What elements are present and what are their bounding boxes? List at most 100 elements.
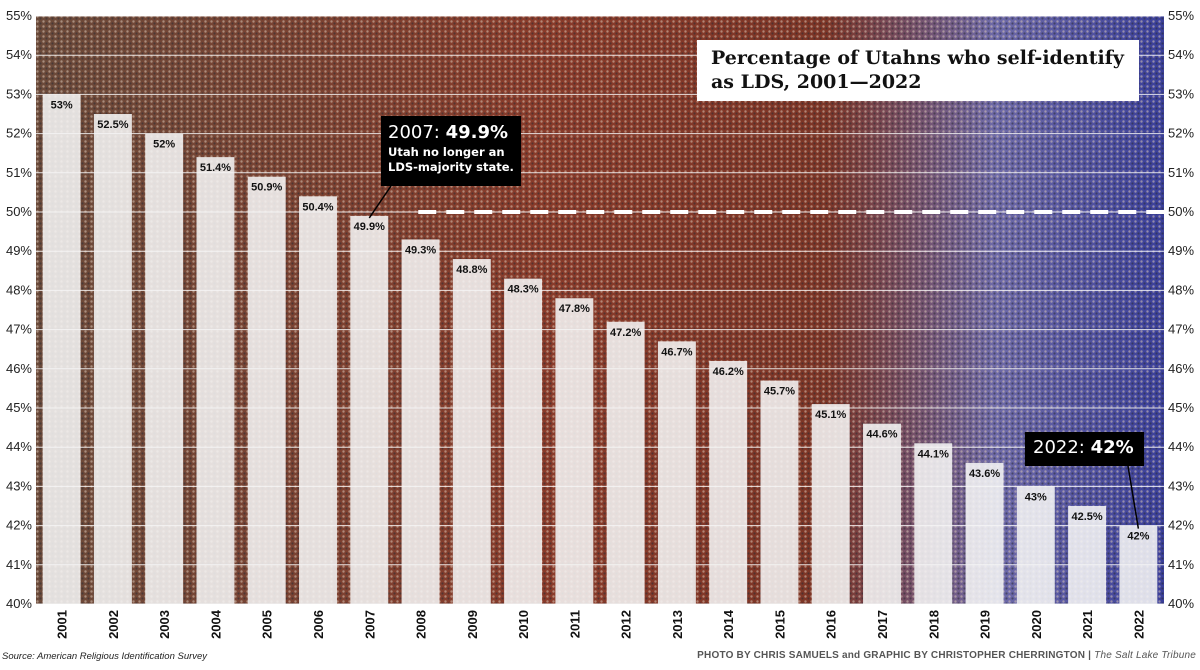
y-tick-label-left: 40% [6, 596, 32, 611]
bar-value-label: 48.3% [507, 284, 538, 296]
x-tick-label: 2016 [824, 610, 839, 639]
y-tick-label-right: 44% [1168, 439, 1194, 454]
x-tick-label: 2008 [414, 610, 429, 639]
bar-value-label: 47.2% [610, 327, 641, 339]
bar [452, 259, 491, 604]
bar [401, 239, 440, 604]
y-tick-label-left: 53% [6, 86, 32, 101]
y-tick-label-left: 52% [6, 126, 32, 141]
bar [247, 176, 286, 604]
y-tick-label-left: 44% [6, 439, 32, 454]
bar [93, 114, 132, 604]
y-tick-label-left: 54% [6, 47, 32, 62]
x-tick-label: 2015 [772, 610, 787, 639]
bar-value-label: 42.5% [1071, 511, 1102, 523]
source-note: Source: American Religious Identificatio… [2, 651, 208, 662]
y-tick-label-left: 49% [6, 243, 32, 258]
bar [504, 278, 543, 604]
bar [1119, 525, 1158, 604]
callout-2007: 2007: 49.9% Utah no longer an LDS-majori… [381, 116, 521, 186]
bar [1068, 506, 1107, 604]
callout-2022-heading: 2022: 42% [1033, 436, 1136, 460]
bar-value-label: 43% [1025, 491, 1047, 503]
y-tick-label-right: 49% [1168, 243, 1194, 258]
bar [914, 443, 953, 604]
bar [965, 462, 1004, 604]
y-tick-label-left: 45% [6, 400, 32, 415]
x-tick-label: 2005 [260, 610, 275, 639]
y-tick-label-right: 53% [1168, 86, 1194, 101]
credit-line: PHOTO BY CHRIS SAMUELS and GRAPHIC BY CH… [697, 650, 1196, 661]
bar-value-label: 53% [51, 99, 73, 111]
bar-value-label: 42% [1127, 531, 1149, 543]
chart-title-box: Percentage of Utahns who self-identify a… [697, 40, 1139, 101]
bar [555, 298, 594, 604]
y-tick-label-right: 54% [1168, 47, 1194, 62]
y-tick-label-right: 43% [1168, 478, 1194, 493]
y-tick-label-right: 52% [1168, 126, 1194, 141]
bar-value-label: 47.8% [559, 303, 590, 315]
data-labels: 53% 52.5% 52% 51.4% 50.9% 50.4% 49.9% 49.3% 48.8… [51, 99, 1150, 542]
bar [1016, 486, 1055, 604]
y-tick-label-right: 51% [1168, 165, 1194, 180]
callout-2022-pointer [1127, 465, 1140, 529]
callout-2007-year: 2007: [388, 122, 446, 143]
x-tick-label: 2010 [516, 610, 531, 639]
bar-value-label: 46.7% [661, 346, 692, 358]
bar-value-label: 52% [153, 139, 175, 151]
bar-value-label: 46.2% [713, 366, 744, 378]
y-tick-label-left: 42% [6, 518, 32, 533]
x-axis: 2001 2002 2003 2004 2005 2006 2007 2008 2009 2010… [55, 609, 1147, 639]
x-tick-label: 2012 [619, 610, 634, 639]
bar-value-label: 49.3% [405, 244, 436, 256]
x-tick-label: 2022 [1131, 610, 1146, 639]
y-tick-label-right: 45% [1168, 400, 1194, 415]
callout-2007-pointer [368, 185, 392, 219]
bar [350, 215, 389, 605]
x-tick-label: 2007 [362, 610, 377, 639]
y-tick-label-left: 46% [6, 361, 32, 376]
y-tick-label-left: 50% [6, 204, 32, 219]
bar-value-label: 45.7% [764, 386, 795, 398]
x-tick-label: 2002 [106, 610, 121, 639]
y-tick-label-right: 40% [1168, 596, 1194, 611]
x-tick-label: 2011 [567, 610, 582, 638]
bar-value-label: 49.9% [354, 221, 385, 233]
bar [196, 157, 235, 604]
bar-value-label: 44.6% [866, 429, 897, 441]
x-tick-label: 2020 [1029, 610, 1044, 639]
y-tick-label-left: 47% [6, 322, 32, 337]
y-tick-label-right: 48% [1168, 282, 1194, 297]
bars [42, 94, 1158, 605]
bar [811, 404, 850, 604]
y-tick-label-right: 55% [1168, 8, 1194, 23]
bar [760, 380, 799, 604]
y-tick-label-right: 46% [1168, 361, 1194, 376]
bar [863, 423, 901, 604]
x-tick-label: 2009 [465, 610, 480, 639]
callout-2022-value: 42% [1090, 437, 1134, 458]
x-tick-label: 2013 [670, 610, 685, 639]
bar-value-label: 45.1% [815, 409, 846, 421]
x-tick-label: 2006 [311, 610, 326, 639]
callout-2022: 2022: 42% [1025, 432, 1144, 466]
y-tick-label-right: 50% [1168, 204, 1194, 219]
bar [42, 94, 81, 605]
credit-text: PHOTO BY CHRIS SAMUELS and GRAPHIC BY CH… [697, 650, 1086, 661]
x-tick-label: 2018 [926, 610, 941, 639]
x-tick-label: 2014 [721, 609, 736, 639]
bar [145, 133, 184, 604]
callout-2007-heading: 2007: 49.9% [388, 121, 514, 145]
y-tick-label-left: 48% [6, 282, 32, 297]
bar [606, 321, 645, 604]
callout-2007-note-line2: LDS-majority state. [388, 160, 514, 174]
y-tick-label-right: 41% [1168, 557, 1194, 572]
chart-title: Percentage of Utahns who self-identify a… [711, 47, 1124, 93]
y-tick-label-left: 43% [6, 478, 32, 493]
y-tick-label-left: 41% [6, 557, 32, 572]
x-tick-label: 2017 [875, 610, 890, 639]
bar-value-label: 43.6% [969, 468, 1000, 480]
bar-value-label: 51.4% [200, 162, 231, 174]
y-axis-left: 40% 41% 42% 43% 44% 45% 46% 47% 48% 49% 50% 51% 52% 5… [6, 8, 32, 611]
